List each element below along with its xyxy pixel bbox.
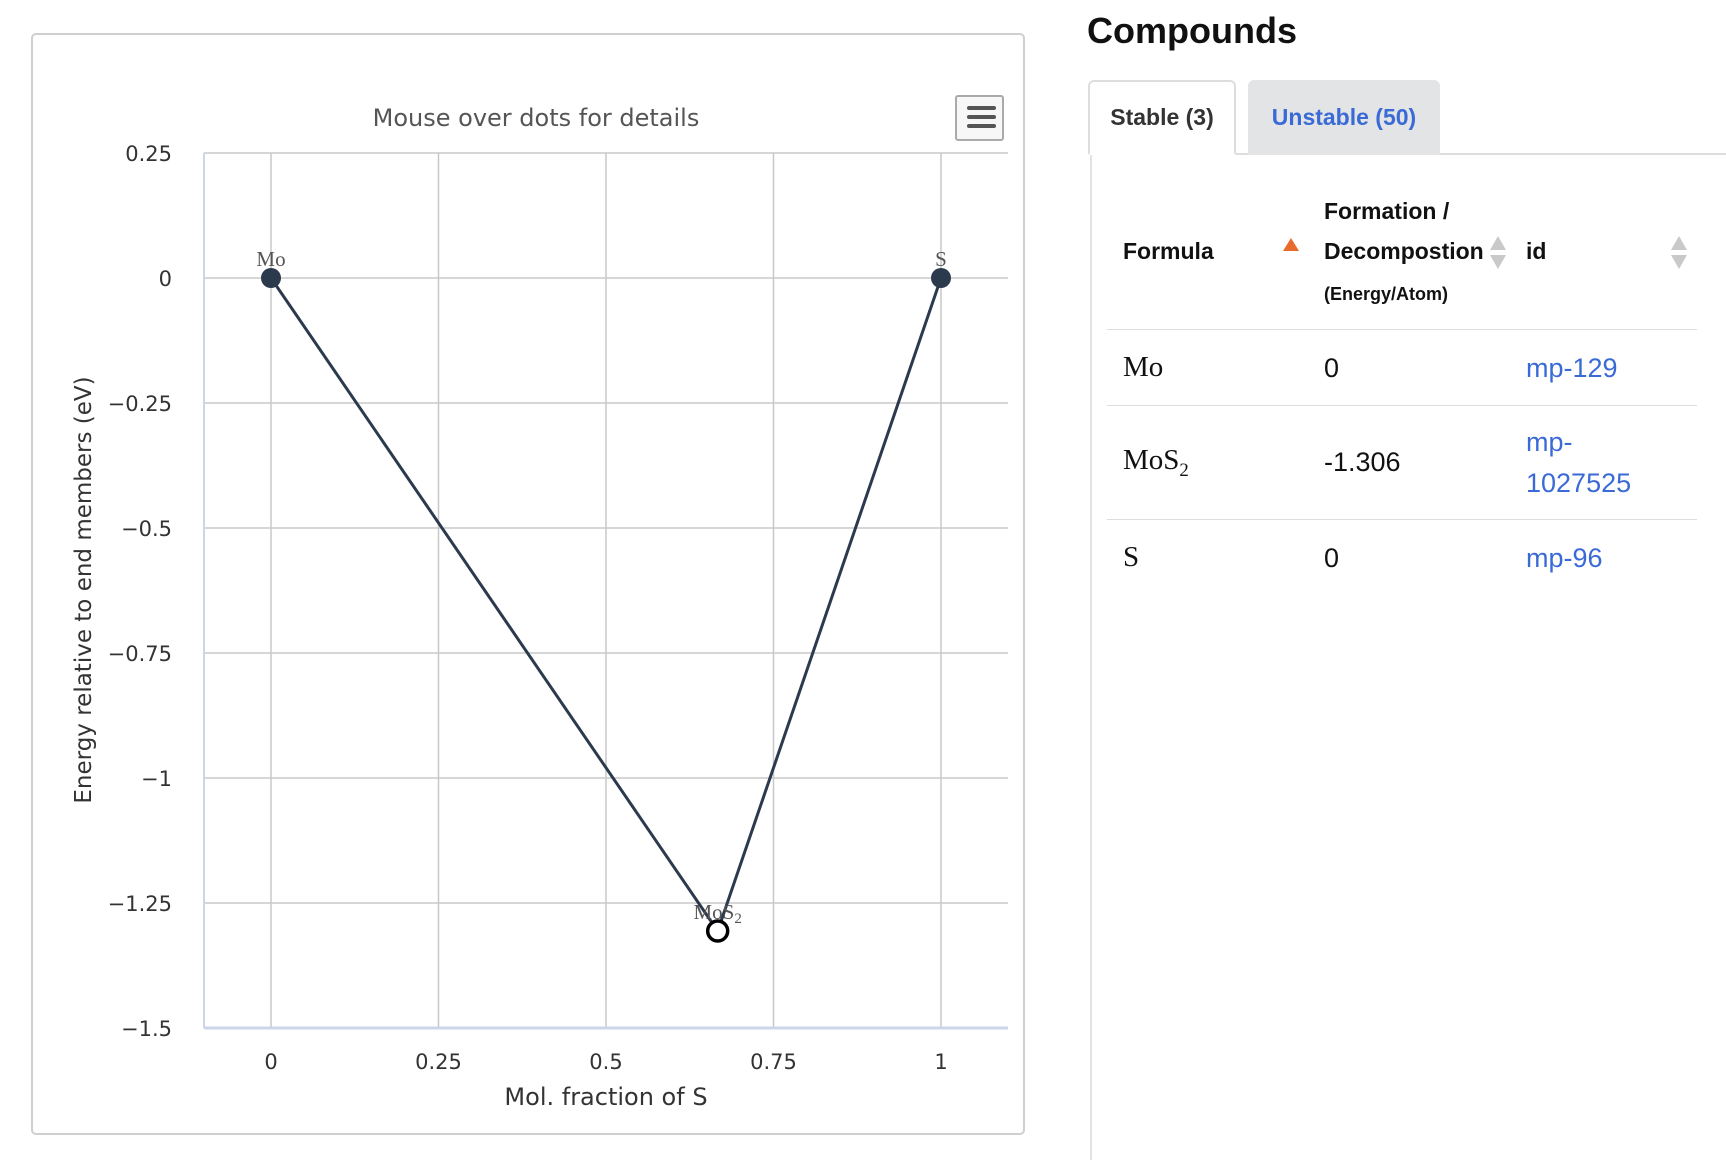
data-label-mos2: MoS2: [694, 900, 742, 927]
chart-container: [31, 33, 1025, 1135]
chart-menu-button[interactable]: [955, 95, 1004, 141]
material-id-link[interactable]: mp-129: [1526, 353, 1618, 383]
column-header-id[interactable]: id: [1526, 238, 1547, 264]
y-tick-label: −1.25: [108, 892, 172, 916]
y-tick-label: −0.5: [121, 517, 172, 541]
x-tick-label: 0.25: [415, 1050, 462, 1074]
table-cell-formula: S: [1123, 541, 1140, 573]
column-header-formation-line2[interactable]: Decompostion: [1324, 238, 1484, 264]
table-cell-energy: -1.306: [1324, 447, 1401, 477]
sort-unsorted-icon[interactable]: [1671, 236, 1687, 270]
y-tick-label: −1: [141, 767, 172, 791]
compounds-table-panel: [1090, 155, 1726, 1160]
tab-stable[interactable]: Stable (3): [1088, 80, 1236, 155]
data-point-mo: [261, 268, 281, 288]
x-tick-label: 0.75: [750, 1050, 797, 1074]
x-axis-title: Mol. fraction of S: [504, 1083, 707, 1111]
compounds-title: Compounds: [1087, 10, 1297, 51]
column-header-formula[interactable]: Formula: [1123, 238, 1214, 264]
data-label-mo: Mo: [256, 247, 285, 271]
table-cell-formula: Mo: [1123, 351, 1164, 383]
data-point-mos2: [705, 919, 730, 943]
y-tick-label: 0: [159, 267, 172, 291]
y-tick-label: −1.5: [121, 1017, 172, 1041]
tab-unstable[interactable]: Unstable (50): [1248, 80, 1440, 155]
material-id-link[interactable]: mp- 1027525: [1526, 427, 1632, 498]
sort-unsorted-icon[interactable]: [1490, 236, 1506, 270]
table-cell-energy: 0: [1324, 543, 1340, 573]
x-tick-label: 0.5: [589, 1050, 622, 1074]
data-point-s: [931, 268, 951, 288]
chart-subtitle: Mouse over dots for details: [373, 104, 700, 132]
material-id-link[interactable]: mp-96: [1526, 543, 1603, 573]
y-tick-label: 0.25: [125, 142, 172, 166]
x-tick-label: 0: [264, 1050, 277, 1074]
y-tick-label: −0.75: [108, 642, 172, 666]
y-axis-title: Energy relative to end members (eV): [71, 376, 97, 803]
row-divider: [1107, 519, 1697, 520]
column-header-formation-units: (Energy/Atom): [1324, 284, 1449, 304]
data-label-s: S: [935, 247, 947, 271]
x-tick-label: 1: [934, 1050, 947, 1074]
sort-ascending-icon[interactable]: [1283, 238, 1299, 251]
table-cell-energy: 0: [1324, 353, 1340, 383]
y-tick-label: −0.25: [108, 392, 172, 416]
column-header-formation-line1[interactable]: Formation /: [1324, 198, 1450, 224]
row-divider: [1107, 329, 1697, 330]
row-divider: [1107, 405, 1697, 406]
table-cell-formula: MoS2: [1123, 444, 1189, 481]
